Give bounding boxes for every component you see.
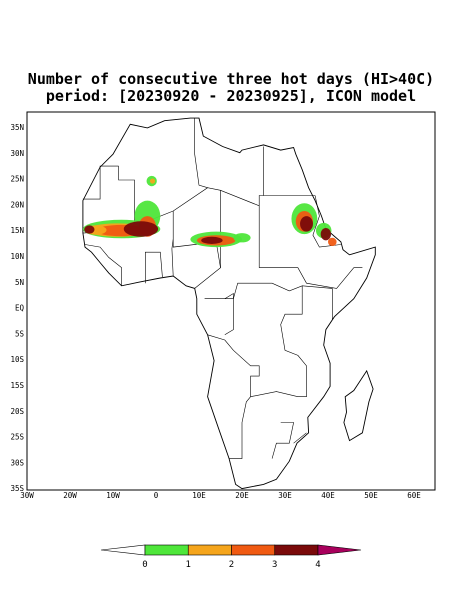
lon-label: 40E	[321, 491, 335, 500]
lat-label: 25N	[10, 175, 24, 184]
lon-label: 30W	[20, 491, 34, 500]
lat-label: 35N	[10, 123, 24, 132]
lon-label: 60E	[407, 491, 421, 500]
colorbar-box	[187, 544, 232, 556]
border	[224, 292, 234, 336]
axis-labels: 35N 30N 25N 20N 15N 10N 5N EQ 5S 10S 15S 20S 25S 30S 3…	[10, 123, 421, 500]
lat-label: 5S	[15, 329, 25, 338]
hot-area	[201, 236, 223, 244]
colorbar-label: 0	[142, 560, 147, 570]
colorbar: 0 1 2 3 4	[100, 544, 362, 570]
colorbar-high-triangle	[317, 544, 362, 556]
border	[312, 195, 341, 248]
border	[84, 244, 122, 286]
colorbar-label: 4	[315, 560, 320, 570]
lat-label: 10N	[10, 252, 24, 261]
lat-label: 15N	[10, 226, 24, 235]
title-line-2: period: [20230920 - 20230925], ICON mode…	[46, 87, 416, 105]
lon-label: 20E	[235, 491, 249, 500]
hot-areas	[82, 175, 337, 248]
border	[145, 251, 163, 284]
hot-area	[123, 221, 159, 237]
lat-label: 30S	[10, 458, 24, 467]
border	[302, 285, 333, 320]
lat-label: 25S	[10, 433, 24, 442]
lat-label: 35S	[10, 484, 24, 493]
border	[271, 422, 294, 459]
hot-area	[300, 216, 313, 232]
colorbar-label: 2	[229, 560, 234, 570]
lon-label: 30E	[278, 491, 292, 500]
border	[171, 239, 174, 277]
lat-label: 5N	[15, 278, 24, 287]
colorbar-low-triangle	[100, 544, 146, 556]
border	[194, 241, 221, 289]
colorbar-box	[144, 544, 189, 556]
lon-label: 10E	[192, 491, 206, 500]
title-line-1: Number of consecutive three hot days (HI…	[28, 70, 434, 88]
border	[204, 282, 307, 459]
lat-label: EQ	[15, 304, 25, 313]
border	[259, 267, 363, 289]
hot-area	[233, 233, 251, 243]
lon-label: 0	[154, 491, 159, 500]
lat-label: 15S	[10, 381, 24, 390]
border	[194, 118, 208, 188]
madagascar-outline	[343, 369, 374, 442]
hot-area	[84, 225, 95, 234]
border	[293, 432, 307, 444]
colorbar-box	[274, 544, 319, 556]
lat-label: 30N	[10, 149, 24, 158]
lon-label: 10W	[106, 491, 120, 500]
border	[82, 165, 119, 200]
colorbar-label: 3	[272, 560, 277, 570]
hot-area	[320, 227, 332, 241]
lat-label: 10S	[10, 355, 24, 364]
lon-label: 50E	[364, 491, 378, 500]
colorbar-box	[231, 544, 276, 556]
hot-area	[328, 237, 337, 247]
lat-label: 20N	[10, 200, 24, 209]
lat-label: 20S	[10, 407, 24, 416]
lon-label: 20W	[63, 491, 77, 500]
colorbar-label: 1	[186, 560, 191, 570]
hot-area	[149, 178, 156, 184]
border	[207, 334, 260, 397]
